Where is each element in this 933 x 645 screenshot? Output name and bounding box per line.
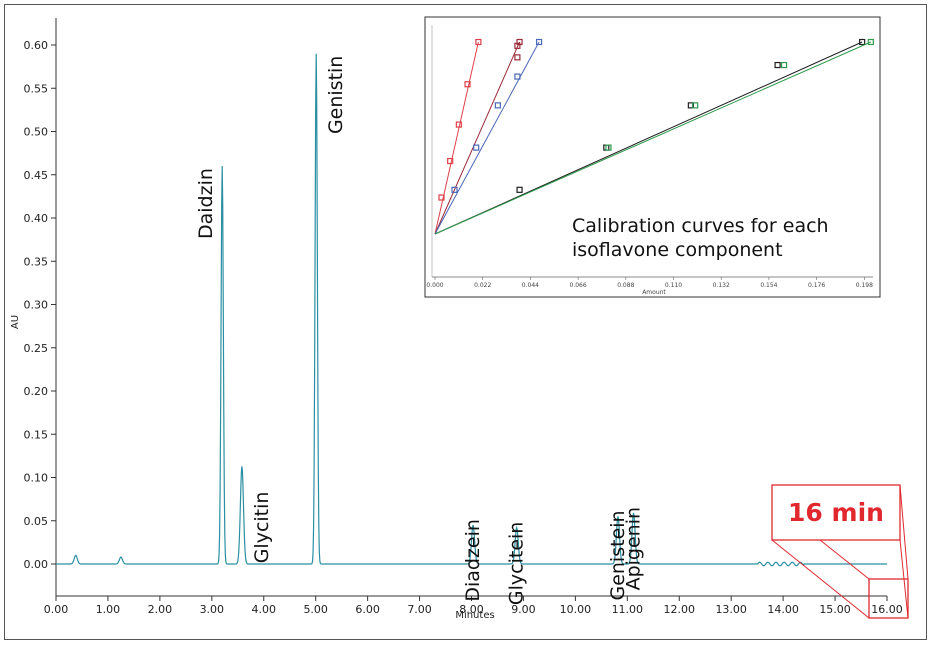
callout-connector-left xyxy=(771,539,870,619)
inset-x-axis-title: Amount xyxy=(642,289,666,296)
inset-frame xyxy=(424,16,881,298)
inset-annotation-line2: isoflavone component xyxy=(572,239,783,261)
inset-x-tick-label: 0.110 xyxy=(665,282,682,289)
x-tick-label: 14.00 xyxy=(767,603,799,616)
inset-x-tick-label: 0.044 xyxy=(522,282,539,289)
y-tick-label: 0.15 xyxy=(24,428,49,441)
inset-x-tick-label: 0.132 xyxy=(713,282,730,289)
callout-label: 16 min xyxy=(788,498,884,527)
y-tick-label: 0.55 xyxy=(24,82,49,95)
y-tick-label: 0.40 xyxy=(24,212,49,225)
x-tick-label: 9.00 xyxy=(511,603,536,616)
peak-label: Genistin xyxy=(325,56,347,134)
y-tick-label: 0.05 xyxy=(24,515,49,528)
calibration-point xyxy=(475,38,482,46)
y-tick-label: 0.30 xyxy=(24,299,49,312)
calibration-line xyxy=(434,41,540,235)
calibration-point xyxy=(514,73,521,80)
x-tick-label: 2.00 xyxy=(148,603,173,616)
y-tick-label: 0.50 xyxy=(24,126,49,139)
calibration-point xyxy=(535,38,543,46)
y-tick-label: 0.45 xyxy=(24,169,49,182)
calibration-point xyxy=(447,157,454,165)
callout-box xyxy=(771,484,901,541)
calibration-point xyxy=(464,81,471,88)
x-tick-label: 1.00 xyxy=(96,603,121,616)
peak-label: Glycitin xyxy=(251,492,273,564)
x-tick-label: 13.00 xyxy=(715,603,747,616)
x-tick-label: 3.00 xyxy=(200,603,225,616)
peak-labels: Daidzin Glycitin Genistin Diadzein Glycitein… xyxy=(195,56,644,605)
y-tick-label: 0.60 xyxy=(24,39,49,52)
inset-x-tick-label: 0.154 xyxy=(760,282,777,289)
inset-x-tick-label: 0.088 xyxy=(617,282,634,289)
calibration-point xyxy=(516,186,523,193)
calibration-point xyxy=(494,102,501,109)
calibration-point xyxy=(867,38,874,46)
calibration-line xyxy=(434,41,521,235)
x-tick-label: 12.00 xyxy=(664,603,696,616)
x-tick-label: 16.00 xyxy=(871,603,903,616)
x-tick-label: 6.00 xyxy=(355,603,380,616)
peak-label: Apigenin xyxy=(623,507,645,590)
callout-connector-right xyxy=(899,484,909,580)
inset-x-tick-label: 0.000 xyxy=(426,282,443,289)
y-tick-label: 0.25 xyxy=(24,342,49,355)
main-ticks: 0.00 1.00 2.00 3.00 4.00 5.00 6.00 7.00 8.00 9.00… xyxy=(24,39,903,616)
peak-label: Diadzein xyxy=(462,519,484,602)
x-tick-label: 11.00 xyxy=(612,603,644,616)
calibration-line xyxy=(434,41,479,235)
y-axis-title: AU xyxy=(10,315,21,329)
x-tick-label: 0.00 xyxy=(44,603,69,616)
figure-frame xyxy=(4,4,927,640)
chromatogram-trace xyxy=(56,53,887,567)
calibration-point xyxy=(438,194,445,201)
calibration-point xyxy=(774,61,781,69)
x-tick-label: 8.00 xyxy=(459,603,484,616)
callout-target-box xyxy=(868,578,909,619)
peak-label: Glycitein xyxy=(506,522,528,605)
peak-label: Daidzin xyxy=(195,168,217,239)
inset-x-tick-label: 0.198 xyxy=(856,282,873,289)
callout-connector-right-bottom xyxy=(899,539,909,619)
calibration-inset: 0.000 0.022 0.044 0.066 0.088 0.110 0.132 0.154… xyxy=(424,16,881,298)
calibration-point xyxy=(692,102,699,109)
y-tick-label: 0.35 xyxy=(24,255,49,268)
x-tick-label: 5.00 xyxy=(303,603,328,616)
x-axis-title: Minutes xyxy=(455,610,494,621)
x-tick-label: 10.00 xyxy=(560,603,592,616)
inset-x-tick-label: 0.176 xyxy=(808,282,825,289)
calibration-point xyxy=(516,38,523,46)
y-tick-label: 0.00 xyxy=(24,558,49,571)
calibration-point xyxy=(451,186,458,193)
calibration-line xyxy=(434,41,872,235)
y-tick-label: 0.10 xyxy=(24,472,49,485)
x-tick-label: 15.00 xyxy=(819,603,851,616)
calibration-point xyxy=(514,54,521,61)
peak-label: Genistein xyxy=(607,510,629,600)
calibration-point xyxy=(605,144,612,151)
inset-annotation-line1: Calibration curves for each xyxy=(572,215,829,237)
x-tick-label: 7.00 xyxy=(407,603,432,616)
inset-x-tick-label: 0.066 xyxy=(570,282,587,289)
calibration-line xyxy=(434,41,863,235)
y-tick-label: 0.20 xyxy=(24,385,49,398)
calibration-point xyxy=(687,102,694,109)
calibration-point xyxy=(859,38,866,46)
callout-connector-mid xyxy=(819,539,870,580)
inset-x-tick-label: 0.022 xyxy=(474,282,491,289)
calibration-point xyxy=(455,121,462,128)
zoom-callout: 16 min xyxy=(771,484,909,619)
x-tick-label: 4.00 xyxy=(252,603,277,616)
calibration-point xyxy=(780,61,788,69)
calibration-point xyxy=(473,144,480,151)
